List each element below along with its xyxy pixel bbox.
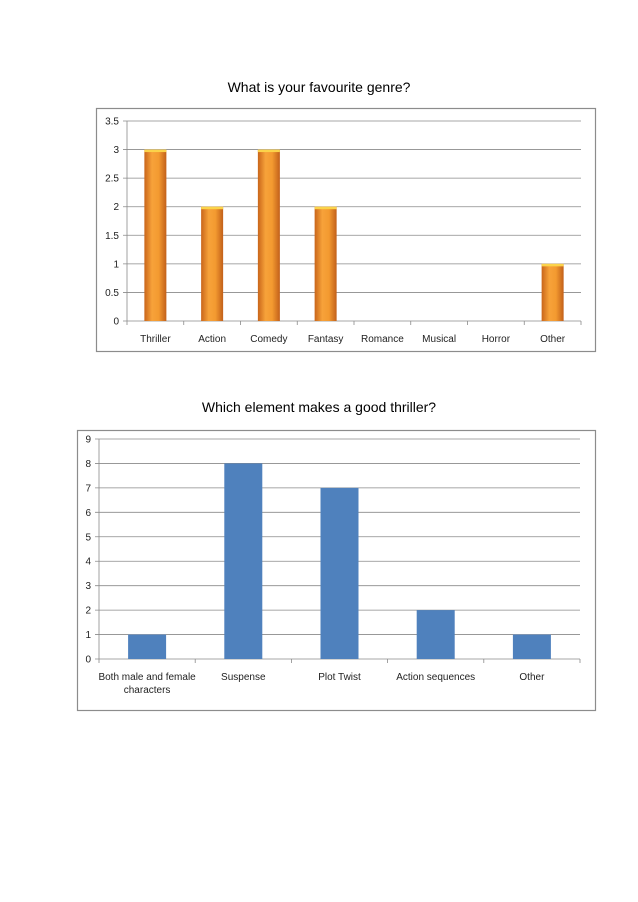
chart-1-xtick-label: Comedy xyxy=(250,334,287,345)
chart-1-xtick-label: Musical xyxy=(422,334,456,345)
chart-1-bar-top xyxy=(201,206,224,210)
chart-1-ytick-label: 3 xyxy=(113,145,119,156)
chart-2-ytick-label: 4 xyxy=(85,557,91,568)
chart-1-ytick-label: 2.5 xyxy=(105,174,119,185)
chart-2-ytick-label: 1 xyxy=(85,630,91,641)
chart-1-ytick-label: 0.5 xyxy=(105,288,119,299)
chart-1-xtick-label: Horror xyxy=(482,334,511,345)
chart-2-bar xyxy=(224,463,263,659)
chart-1-ytick-label: 2 xyxy=(113,202,119,213)
chart-1-frame xyxy=(95,107,597,353)
chart-1-xtick-label: Other xyxy=(540,334,566,345)
chart-2-title: Which element makes a good thriller? xyxy=(202,399,436,415)
chart-2-xtick-label: Plot Twist xyxy=(318,672,361,683)
chart-2-ytick-label: 8 xyxy=(85,459,91,470)
chart-1-ytick-label: 1 xyxy=(113,259,119,270)
chart-1-bar-top xyxy=(541,263,564,267)
chart-2-ytick-label: 9 xyxy=(85,435,91,446)
chart-1-bar xyxy=(314,206,337,321)
chart-2-ytick-label: 6 xyxy=(85,508,91,519)
chart-2-ytick-label: 5 xyxy=(85,532,91,543)
chart-2-xtick-label: Suspense xyxy=(221,672,266,683)
chart-1-bar-top xyxy=(144,149,167,153)
chart-1-bar xyxy=(144,149,167,321)
chart-2-xtick-label: Other xyxy=(519,672,545,683)
chart-1-bar-top xyxy=(257,149,280,153)
chart-1-bar xyxy=(257,149,280,321)
chart-1-xtick-label: Action xyxy=(198,334,226,345)
chart-2-bar xyxy=(416,610,455,659)
chart-2-xtick-label: Action sequences xyxy=(396,672,475,683)
chart-1-bar xyxy=(201,206,224,321)
chart-2-bar xyxy=(512,634,551,659)
chart-2-ytick-label: 3 xyxy=(85,581,91,592)
chart-1-bar xyxy=(541,263,564,321)
chart-2-ytick-label: 7 xyxy=(85,483,91,494)
chart-1-ytick-label: 3.5 xyxy=(105,117,119,128)
chart-2-ytick-label: 2 xyxy=(85,606,91,617)
chart-2-bar xyxy=(320,487,359,659)
chart-2-ytick-label: 0 xyxy=(85,655,91,666)
chart-1-ytick-label: 0 xyxy=(113,317,119,328)
chart-1-xtick-label: Thriller xyxy=(140,334,171,345)
chart-1-xtick-label: Fantasy xyxy=(308,334,344,345)
chart-1-bar-top xyxy=(314,206,337,210)
chart-1-ytick-label: 1.5 xyxy=(105,231,119,242)
chart-2-xtick-label: Both male and female characters xyxy=(98,672,196,696)
chart-1-xtick-label: Romance xyxy=(361,334,404,345)
chart-2-bar xyxy=(128,634,167,659)
chart-1-title: What is your favourite genre? xyxy=(228,79,411,95)
